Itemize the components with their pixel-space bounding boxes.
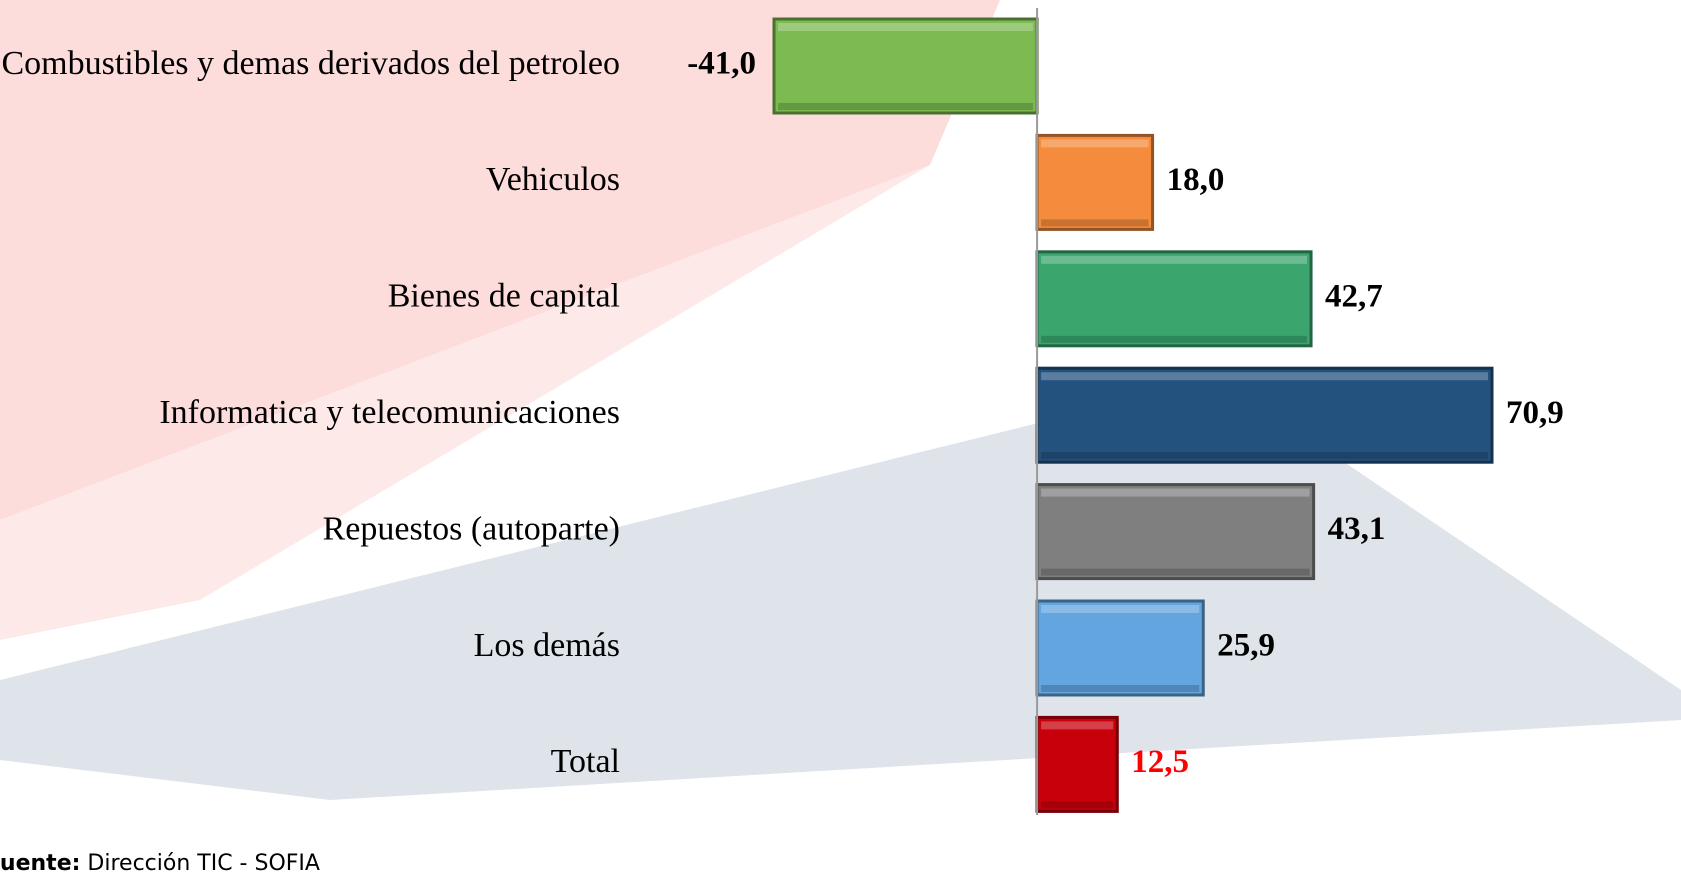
source-label: Fuente:: [0, 851, 80, 875]
bar-shadow: [1041, 685, 1200, 692]
bar: [772, 17, 1039, 115]
bar-highlight: [1041, 372, 1488, 381]
bar-highlight: [1041, 721, 1114, 730]
bar: [1035, 250, 1313, 348]
bar-shadow: [1041, 452, 1488, 460]
value-label: 43,1: [1328, 511, 1386, 547]
source-text: Dirección TIC - SOFIA: [87, 851, 320, 875]
bar: [1035, 133, 1155, 231]
bar: [1035, 599, 1205, 697]
bar-highlight: [1041, 605, 1200, 613]
bar-shadow: [1041, 801, 1114, 809]
bg-red-shape: [0, 0, 1000, 520]
category-label: Informatica y telecomunicaciones: [159, 394, 620, 431]
bg-red-shade: [0, 165, 930, 640]
value-label: -41,0: [687, 46, 756, 82]
value-label: 18,0: [1167, 162, 1225, 198]
bar-shadow: [1041, 568, 1310, 576]
bar-highlight: [1041, 488, 1310, 497]
value-label: 12,5: [1131, 744, 1189, 780]
value-label: 25,9: [1217, 628, 1275, 664]
category-label: Bienes de capital: [388, 278, 620, 315]
category-label: Total: [551, 743, 620, 780]
value-label: 42,7: [1325, 278, 1383, 314]
source: Fuente: Dirección TIC - SOFIA: [0, 851, 320, 875]
bar-highlight: [778, 23, 1034, 31]
bar-shadow: [1041, 335, 1308, 343]
category-label: Combustibles y demas derivados del petro…: [2, 45, 621, 82]
category-label: Repuestos (autoparte): [323, 510, 620, 547]
bar: [1035, 366, 1494, 464]
bar: [1035, 483, 1316, 581]
category-label: Los demás: [474, 627, 620, 664]
bar-shadow: [1041, 219, 1149, 227]
bar-highlight: [1041, 255, 1308, 264]
bar-shadow: [778, 103, 1034, 110]
value-label: 70,9: [1506, 395, 1564, 431]
category-label: Vehiculos: [486, 161, 620, 198]
bar-highlight: [1041, 139, 1149, 148]
bar: [1035, 715, 1119, 813]
